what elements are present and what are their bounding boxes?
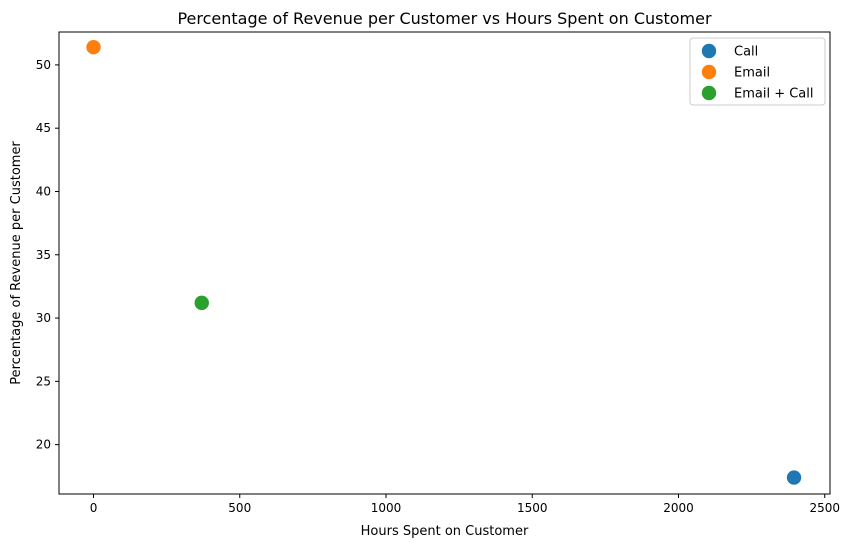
y-tick-label: 20 (36, 438, 51, 452)
y-axis-label: Percentage of Revenue per Customer (9, 141, 24, 385)
y-tick-label: 35 (36, 248, 51, 262)
x-axis-ticks: 0 500 1000 1500 2000 2500 (90, 494, 840, 515)
legend-box (689, 37, 826, 106)
data-point (86, 39, 101, 55)
legend-marker (701, 64, 717, 80)
legend: Call Email Email + Call (689, 37, 826, 106)
x-tick-label: 0 (90, 501, 98, 515)
x-tick-label: 2000 (663, 501, 694, 515)
y-tick-label: 30 (36, 311, 51, 325)
chart-title: Percentage of Revenue per Customer vs Ho… (177, 9, 712, 28)
legend-label: Email + Call (734, 87, 814, 102)
plot-frame (58, 31, 831, 495)
x-tick-label: 1000 (371, 501, 402, 515)
y-tick-label: 40 (36, 184, 51, 198)
x-tick-label: 2500 (809, 501, 840, 515)
data-point (194, 295, 209, 311)
data-points (86, 39, 802, 485)
x-axis-label: Hours Spent on Customer (361, 524, 529, 539)
legend-label: Email (734, 66, 770, 81)
legend-items: Call Email Email + Call (701, 43, 814, 102)
y-tick-label: 25 (36, 374, 51, 388)
data-point (786, 470, 802, 485)
y-axis-ticks: 20 25 30 35 40 45 50 (36, 58, 59, 452)
x-tick-label: 1500 (517, 501, 548, 515)
y-tick-label: 45 (36, 121, 51, 135)
legend-marker (701, 85, 717, 101)
y-tick-label: 50 (36, 58, 51, 72)
x-tick-label: 500 (228, 501, 251, 515)
legend-marker (701, 43, 717, 59)
legend-label: Call (734, 45, 758, 60)
